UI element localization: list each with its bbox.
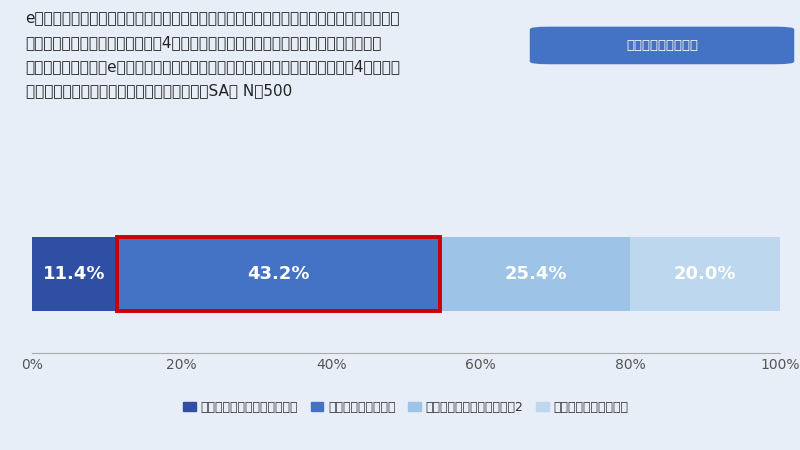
Legend: よりおもしろくプレーできる, 判断力が長続きする, フェアプレーが促進できる2, 空腹を感じにくくなる: よりおもしろくプレーできる, 判断力が長続きする, フェアプレーが促進できる2,… xyxy=(178,396,634,419)
Bar xyxy=(630,237,780,310)
Bar xyxy=(32,237,118,310)
FancyBboxPatch shape xyxy=(530,27,794,64)
Bar xyxy=(118,237,441,310)
Text: 11.4%: 11.4% xyxy=(43,265,106,283)
Text: 20.0%: 20.0% xyxy=(674,265,737,283)
Bar xyxy=(118,237,441,310)
Text: 43.2%: 43.2% xyxy=(247,265,310,283)
Text: 25.4%: 25.4% xyxy=(504,265,566,283)
Text: eスポーツ中に炭酸水を飲むとおもしろさの高まりや判断力の維持、フェアプレーの促進、
空腹感の高まりを抑制するという4つの効果があることが明らかになってきています: eスポーツ中に炭酸水を飲むとおもしろさの高まりや判断力の維持、フェアプレーの促進… xyxy=(26,11,401,98)
Bar xyxy=(441,237,630,310)
Text: アサヒ炭酸ラボ調べ: アサヒ炭酸ラボ調べ xyxy=(626,39,698,52)
